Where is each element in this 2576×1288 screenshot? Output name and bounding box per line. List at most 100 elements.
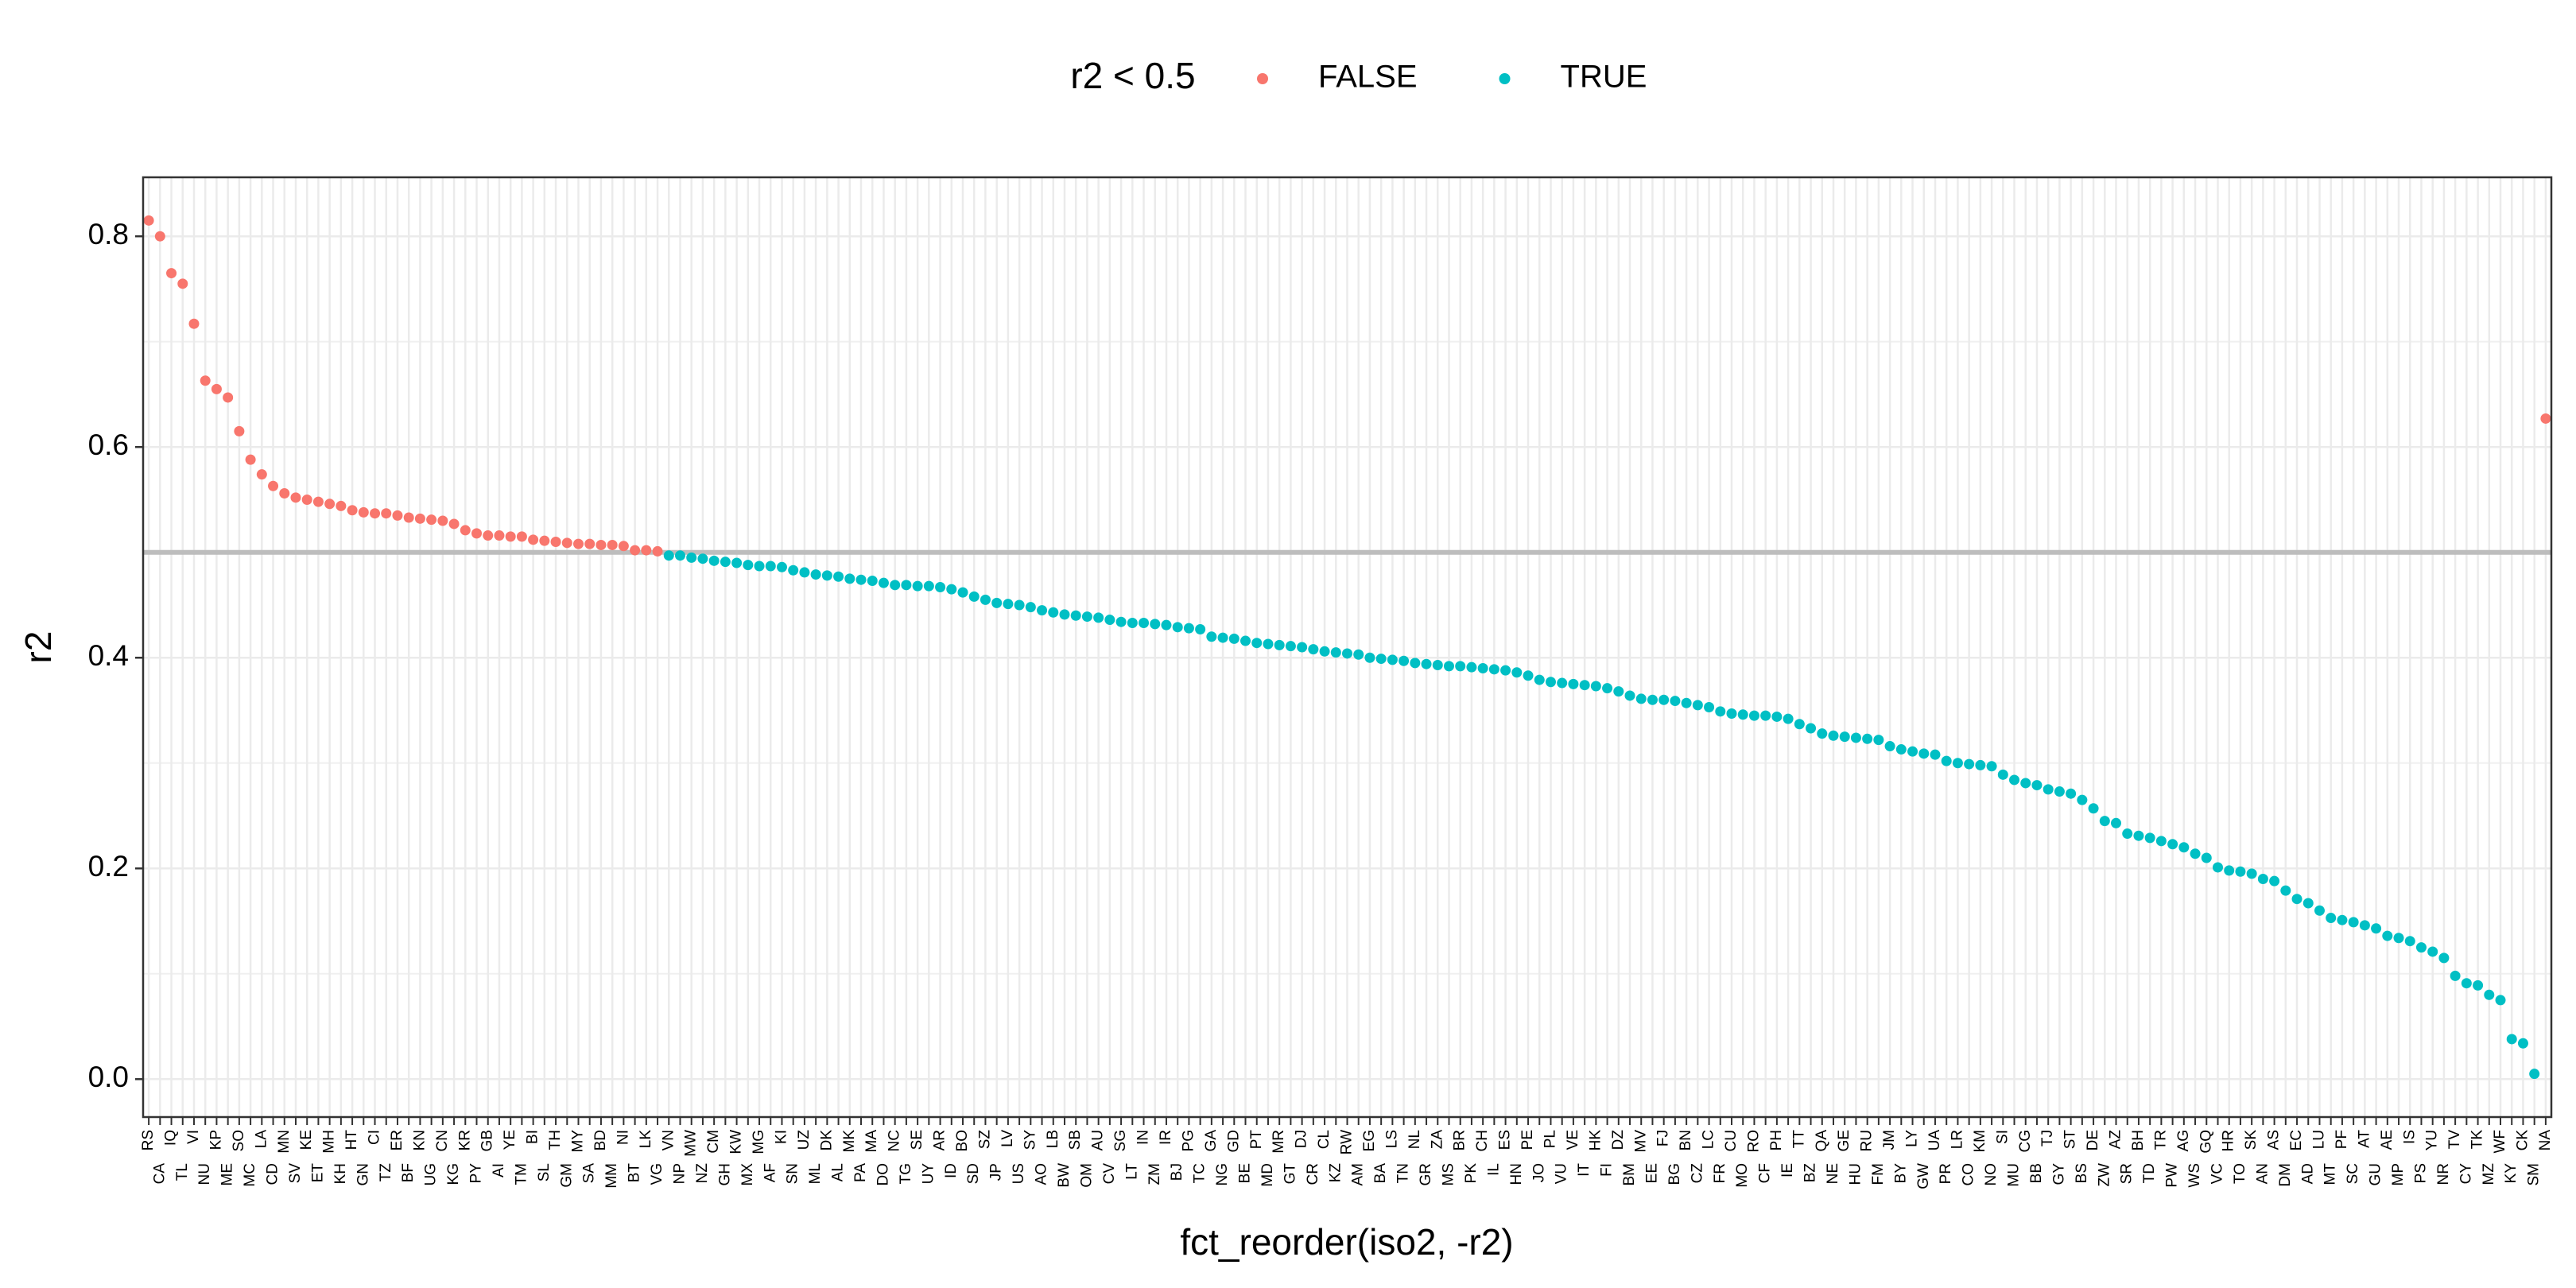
x-tick-label: FI bbox=[1599, 1163, 1616, 1177]
x-tick-label: AF bbox=[762, 1163, 778, 1182]
y-tick-label: 0.2 bbox=[88, 850, 129, 883]
x-tick-label: SV bbox=[287, 1163, 304, 1184]
x-tick-label: LB bbox=[1045, 1130, 1061, 1148]
x-tick-label: MG bbox=[751, 1130, 767, 1154]
point bbox=[1941, 755, 1952, 766]
point bbox=[245, 454, 256, 465]
x-tick-label: CD bbox=[265, 1163, 281, 1185]
point bbox=[788, 564, 799, 576]
point bbox=[1172, 622, 1183, 633]
x-tick-label: MU bbox=[2006, 1163, 2023, 1187]
x-tick-label: HT bbox=[343, 1130, 360, 1150]
x-tick-label: SD bbox=[965, 1163, 982, 1184]
point bbox=[1240, 635, 1251, 646]
point bbox=[890, 580, 901, 591]
x-tick-label: UA bbox=[1926, 1130, 1943, 1151]
point bbox=[1715, 706, 1726, 717]
point bbox=[2144, 832, 2155, 844]
point bbox=[1251, 638, 1263, 649]
legend-key bbox=[1499, 73, 1511, 84]
point bbox=[403, 512, 414, 523]
x-tick-label: GU bbox=[2368, 1163, 2384, 1186]
x-tick-label: PT bbox=[1248, 1130, 1265, 1150]
x-tick-label: AO bbox=[1034, 1163, 1050, 1185]
x-tick-label: JP bbox=[988, 1163, 1005, 1181]
x-tick-label: WF bbox=[2492, 1130, 2508, 1154]
point bbox=[256, 469, 267, 480]
x-tick-label: KE bbox=[298, 1130, 315, 1150]
x-tick-label: LV bbox=[999, 1130, 1016, 1147]
point bbox=[1895, 744, 1907, 755]
point bbox=[1183, 623, 1194, 634]
x-tick-label: TR bbox=[2152, 1130, 2169, 1150]
point bbox=[1274, 639, 1285, 650]
x-tick-label: SN bbox=[785, 1163, 801, 1184]
x-tick-label: NZ bbox=[694, 1163, 711, 1184]
point bbox=[946, 584, 957, 595]
x-tick-label: NU bbox=[196, 1163, 213, 1185]
x-tick-label: IS bbox=[2401, 1130, 2418, 1144]
x-tick-label: LT bbox=[1123, 1163, 1140, 1180]
x-tick-label: BZ bbox=[1802, 1163, 1819, 1183]
x-tick-label: SK bbox=[2243, 1130, 2260, 1150]
point bbox=[1590, 681, 1601, 692]
x-tick-label: EG bbox=[1361, 1130, 1378, 1151]
x-tick-label: LC bbox=[1701, 1130, 1717, 1149]
point bbox=[2077, 794, 2088, 805]
point bbox=[1806, 723, 1817, 734]
point bbox=[2167, 839, 2178, 850]
point bbox=[1375, 654, 1387, 665]
x-tick-label: HK bbox=[1587, 1130, 1604, 1151]
point bbox=[1907, 746, 1918, 757]
point bbox=[731, 557, 743, 568]
point bbox=[2393, 933, 2404, 944]
point bbox=[2517, 1038, 2528, 1049]
point bbox=[381, 508, 392, 519]
point bbox=[471, 528, 483, 539]
x-tick-label: MM bbox=[603, 1163, 620, 1189]
point bbox=[200, 375, 211, 386]
x-tick-label: JM bbox=[1881, 1130, 1898, 1150]
point bbox=[1014, 599, 1025, 611]
point bbox=[1613, 686, 1624, 697]
x-tick-label: IN bbox=[1135, 1130, 1152, 1145]
point bbox=[1579, 680, 1590, 691]
point bbox=[1455, 661, 1466, 672]
point bbox=[697, 553, 708, 564]
point bbox=[1726, 708, 1737, 719]
x-tick-label: PL bbox=[1542, 1130, 1558, 1148]
x-tick-label: AG bbox=[2175, 1130, 2192, 1151]
point bbox=[392, 510, 403, 521]
x-tick-label: TD bbox=[2141, 1163, 2158, 1183]
x-tick-label: BT bbox=[627, 1163, 643, 1183]
point bbox=[516, 531, 527, 542]
point bbox=[2404, 936, 2415, 947]
x-tick-label: BH bbox=[2130, 1130, 2147, 1150]
point bbox=[686, 552, 697, 563]
x-tick-label: KI bbox=[773, 1130, 789, 1144]
point bbox=[290, 492, 301, 503]
x-tick-label: NC bbox=[886, 1130, 903, 1151]
point bbox=[810, 569, 821, 580]
point bbox=[1511, 667, 1523, 678]
point bbox=[641, 545, 652, 556]
x-tick-label: GN bbox=[355, 1163, 371, 1186]
point bbox=[912, 580, 923, 592]
point bbox=[1308, 644, 1319, 655]
x-tick-label: EE bbox=[1643, 1163, 1660, 1183]
x-tick-label: BF bbox=[400, 1163, 417, 1182]
x-tick-label: SG bbox=[1112, 1130, 1129, 1151]
point bbox=[301, 494, 312, 505]
point bbox=[2371, 923, 2382, 934]
x-tick-label: MV bbox=[1632, 1130, 1649, 1153]
x-tick-label: FR bbox=[1712, 1163, 1728, 1183]
point bbox=[980, 594, 991, 605]
y-tick-label: 0.0 bbox=[88, 1061, 129, 1093]
point bbox=[1342, 648, 1352, 659]
point bbox=[550, 536, 561, 547]
point bbox=[630, 545, 641, 556]
point bbox=[2088, 803, 2099, 814]
point bbox=[312, 496, 324, 507]
point bbox=[1794, 719, 1805, 730]
x-tick-label: TJ bbox=[2039, 1130, 2056, 1146]
